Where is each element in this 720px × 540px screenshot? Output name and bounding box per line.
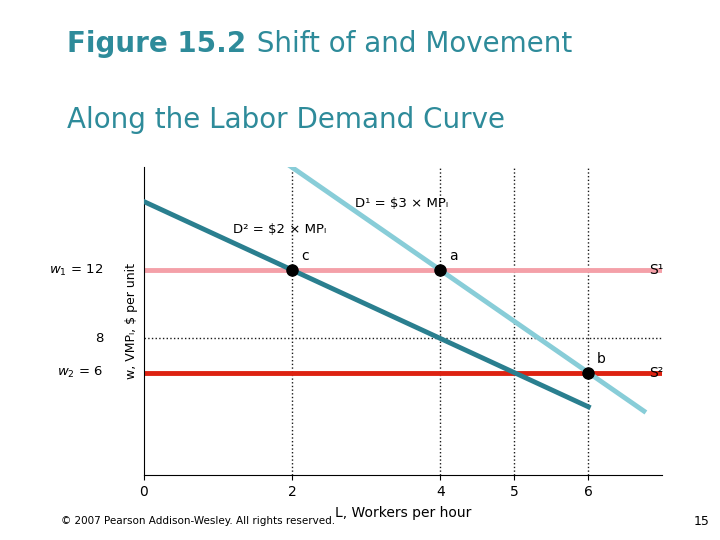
Text: 15: 15 bbox=[694, 515, 710, 528]
Text: Shift of and Movement: Shift of and Movement bbox=[240, 30, 572, 58]
Text: S²: S² bbox=[649, 366, 663, 380]
Text: c: c bbox=[301, 249, 309, 263]
X-axis label: L, Workers per hour: L, Workers per hour bbox=[335, 506, 472, 520]
Text: Figure 15.2: Figure 15.2 bbox=[67, 30, 246, 58]
Text: D¹ = $3 × MPₗ: D¹ = $3 × MPₗ bbox=[355, 197, 448, 210]
Text: $w_1$ = 12: $w_1$ = 12 bbox=[49, 262, 103, 278]
Y-axis label: w, VMPₗ, $ per unit: w, VMPₗ, $ per unit bbox=[125, 264, 138, 379]
Text: $w_2$ = 6: $w_2$ = 6 bbox=[57, 365, 103, 380]
Text: S¹: S¹ bbox=[649, 263, 663, 277]
Text: © 2007 Pearson Addison-Wesley. All rights reserved.: © 2007 Pearson Addison-Wesley. All right… bbox=[60, 516, 335, 526]
Text: Along the Labor Demand Curve: Along the Labor Demand Curve bbox=[67, 106, 505, 134]
Text: b: b bbox=[597, 352, 606, 366]
Text: D² = $2 × MPₗ: D² = $2 × MPₗ bbox=[233, 223, 326, 236]
Text: a: a bbox=[449, 249, 458, 263]
Text: 8: 8 bbox=[95, 332, 103, 345]
